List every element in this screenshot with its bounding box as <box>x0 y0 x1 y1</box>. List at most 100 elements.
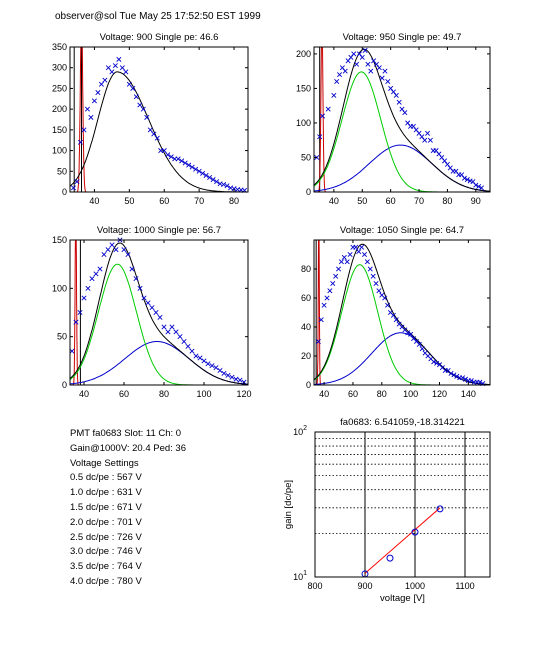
y-tick-label: 0 <box>306 187 311 197</box>
pedestal-curve <box>72 239 79 386</box>
data-point <box>77 139 83 145</box>
data-point <box>123 69 129 75</box>
y-tick-label: 100 <box>52 283 67 293</box>
data-point <box>361 251 368 258</box>
data-point <box>419 346 425 352</box>
data-point <box>196 168 202 174</box>
data-point <box>147 127 153 133</box>
data-point <box>189 348 195 354</box>
data-point <box>434 360 440 366</box>
gain-fit-line <box>364 507 441 574</box>
data-point <box>137 285 143 291</box>
data-point <box>89 276 95 282</box>
data-point <box>74 179 80 185</box>
voltage-setting-row: 2.0 dc/pe : 701 V <box>70 516 142 528</box>
chart-panel-4: Voltage: 1050 Single pe: 64.7 40 60 80 100 12… <box>301 225 491 399</box>
data-point <box>165 329 171 335</box>
voltage-setting-row: 0.5 dc/pe : 567 V <box>70 472 142 484</box>
pmt-info-panel: PMT fa0683 Slot: 11 Ch: 0 Gain@1000V: 20… <box>70 427 186 590</box>
data-point <box>317 134 323 140</box>
x-tick-label: 60 <box>348 389 358 399</box>
y-tick-label: 200 <box>296 49 311 59</box>
x-tick-label: 60 <box>386 196 396 206</box>
data-point <box>464 177 470 183</box>
data-point <box>331 92 337 98</box>
data-point <box>333 273 339 279</box>
data-point <box>137 102 143 108</box>
data-point <box>416 341 422 347</box>
y-tick-label: 102 <box>293 425 307 437</box>
data-point <box>336 266 342 272</box>
y-tick-label: 0 <box>62 380 67 390</box>
data-point <box>476 183 482 189</box>
y-tick-label: 80 <box>301 264 311 274</box>
data-point <box>422 137 428 143</box>
gain-data-point <box>411 528 419 536</box>
data-point <box>405 330 411 336</box>
data-point <box>181 338 187 345</box>
data-point <box>70 185 77 191</box>
data-point <box>130 85 136 91</box>
x-tick-label: 50 <box>357 196 367 206</box>
data-point <box>342 68 348 74</box>
data-point <box>189 164 195 170</box>
data-point <box>315 338 321 345</box>
data-point <box>165 152 171 158</box>
voltage-settings-title: Voltage Settings <box>70 457 139 469</box>
voltage-setting-row: 1.0 dc/pe : 631 V <box>70 487 142 499</box>
x-tick-label: 60 <box>159 196 169 206</box>
chart-title: Voltage: 950 Single pe: 49.7 <box>343 32 462 43</box>
data-point <box>382 295 388 301</box>
y-tick-label: 50 <box>301 152 311 162</box>
data-point <box>477 379 483 385</box>
voltage-setting-row: 4.0 dc/pe : 780 V <box>70 575 142 587</box>
data-point <box>141 295 147 301</box>
data-point <box>151 131 157 137</box>
data-point <box>105 65 111 71</box>
x-tick-label: 120 <box>432 389 447 399</box>
data-point <box>334 79 340 85</box>
data-point <box>126 81 132 87</box>
x-tick-label: 120 <box>236 389 251 399</box>
x-tick-label: 40 <box>329 196 339 206</box>
chart-title: fa0683: 6.541059,-18.314221 <box>340 417 465 428</box>
data-point <box>224 183 230 189</box>
y-axis-label: gain [dc/pe] <box>283 480 294 529</box>
data-point <box>157 314 163 320</box>
data-point <box>193 353 199 359</box>
data-point <box>364 259 370 265</box>
data-point <box>153 309 159 316</box>
data-point <box>169 324 175 330</box>
x-tick-label: 1000 <box>405 581 425 591</box>
x-tick-label: 100 <box>196 389 211 399</box>
double-pe-curve <box>69 341 248 385</box>
x-tick-label: 80 <box>377 389 387 399</box>
data-point <box>105 247 111 253</box>
data-point <box>203 172 209 178</box>
x-tick-label: 40 <box>319 389 329 399</box>
y-tick-label: 150 <box>52 125 67 135</box>
chart-panel-2: Voltage: 950 Single pe: 49.7 40 50 60 70 80 90… <box>296 32 491 206</box>
x-tick-label: 1100 <box>455 581 474 591</box>
data-point <box>431 359 437 365</box>
gain-text: Gain@1000V: 20.4 Ped: 36 <box>70 442 186 454</box>
data-point <box>341 254 347 260</box>
y-tick-label: 50 <box>57 166 67 176</box>
chart-title: Voltage: 1050 Single pe: 64.7 <box>340 225 464 236</box>
data-point <box>193 166 199 172</box>
chart-panel-1: Voltage: 900 Single pe: 46.6 40 50 60 70 80 0 5… <box>52 32 249 206</box>
x-tick-label: 70 <box>414 196 424 206</box>
gain-data-point <box>386 554 394 562</box>
data-point <box>179 158 185 164</box>
data-point <box>109 242 115 248</box>
data-point <box>125 251 131 258</box>
data-point <box>402 110 408 116</box>
data-point <box>73 319 79 325</box>
data-point <box>379 75 385 81</box>
data-point <box>221 370 227 376</box>
y-tick-label: 150 <box>296 83 311 93</box>
data-point <box>382 68 388 74</box>
data-point <box>393 317 399 323</box>
data-point <box>351 51 357 57</box>
